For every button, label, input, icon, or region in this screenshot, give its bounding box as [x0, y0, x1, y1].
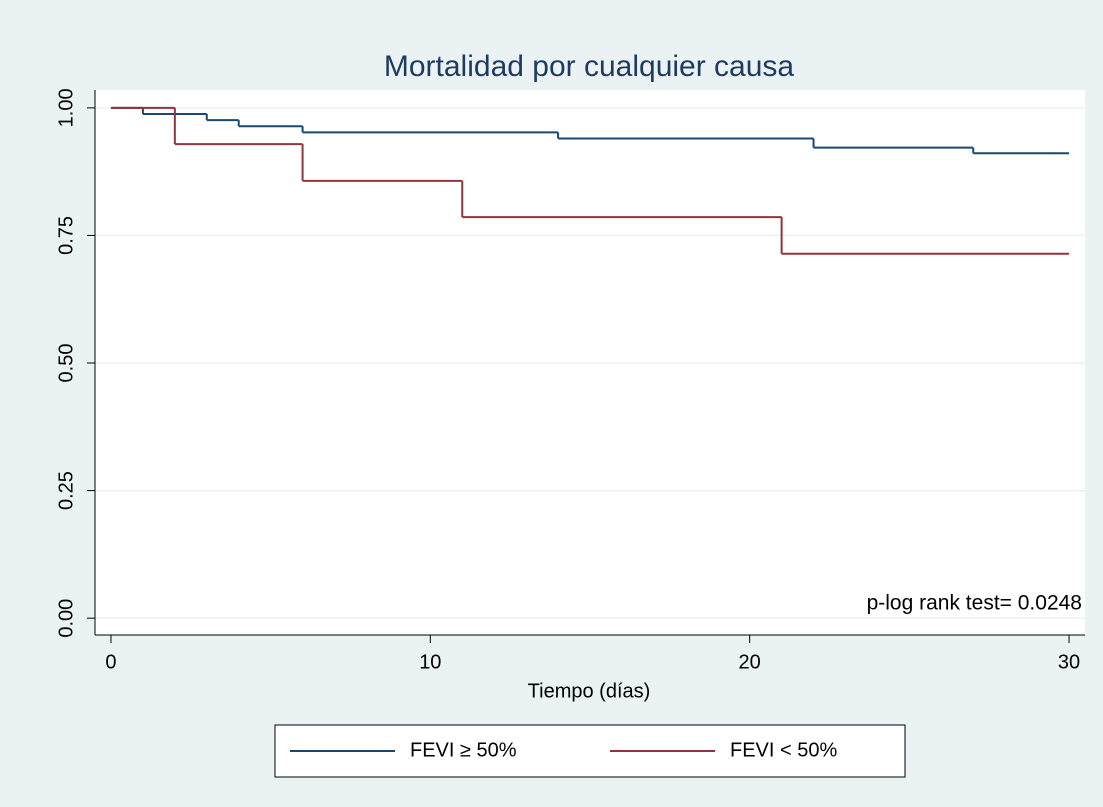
legend-label: FEVI ≥ 50% [410, 739, 517, 761]
x-tick-label: 20 [739, 651, 761, 673]
x-axis-label: Tiempo (días) [528, 680, 651, 702]
annotation: p-log rank test= 0.0248 [867, 592, 1082, 615]
x-tick-label: 30 [1058, 651, 1080, 673]
y-tick-label: 0.00 [55, 599, 77, 638]
chart-title: Mortalidad por cualquier causa [384, 50, 795, 83]
legend-label: FEVI < 50% [730, 739, 837, 761]
y-tick-label: 0.50 [55, 344, 77, 383]
y-tick-label: 0.25 [55, 471, 77, 510]
y-tick-label: 0.75 [55, 216, 77, 255]
x-tick-label: 10 [419, 651, 441, 673]
y-tick-label: 1.00 [55, 88, 77, 127]
x-tick-label: 0 [105, 651, 116, 673]
